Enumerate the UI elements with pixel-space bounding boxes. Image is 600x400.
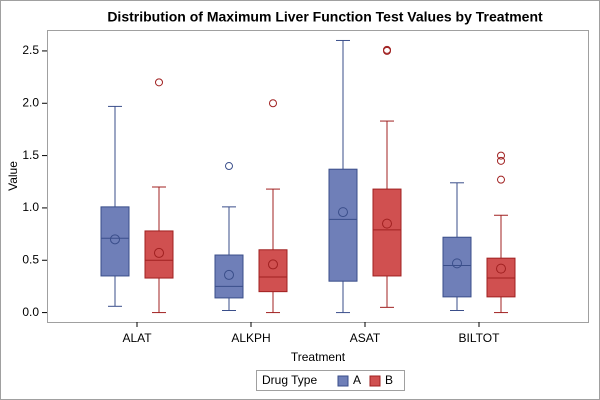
x-axis-label: Treatment (291, 350, 346, 364)
outlier (269, 99, 277, 108)
mean-marker (496, 263, 506, 274)
chart-title: Distribution of Maximum Liver Function T… (107, 9, 543, 25)
legend-label: A (353, 373, 361, 387)
mean-marker (268, 259, 278, 270)
box (258, 249, 288, 293)
legend-frame (256, 370, 405, 391)
y-tick-label: 0.5 (22, 252, 39, 266)
legend-swatch (369, 375, 381, 387)
mean-marker (338, 207, 348, 218)
box (214, 254, 244, 299)
box (372, 188, 402, 277)
mean-marker (452, 258, 462, 269)
y-tick-label: 1.0 (22, 200, 39, 214)
x-tick-label: ASAT (350, 331, 381, 345)
y-tick-label: 0.0 (22, 305, 39, 319)
legend-title: Drug Type (262, 373, 317, 387)
y-tick-label: 2.5 (22, 43, 39, 57)
x-tick-label: ALAT (122, 331, 152, 345)
box (100, 206, 130, 277)
outlier (497, 151, 505, 160)
y-tick-label: 2.0 (22, 95, 39, 109)
box (144, 230, 174, 279)
y-tick-label: 1.5 (22, 148, 39, 162)
x-tick-label: BILTOT (459, 331, 501, 345)
x-tick-label: ALKPH (231, 331, 270, 345)
outlier (497, 175, 505, 184)
outlier (155, 78, 163, 87)
legend-swatch (337, 375, 349, 387)
box (442, 236, 472, 298)
y-axis-label: Value (6, 161, 20, 191)
mean-marker (154, 247, 164, 258)
mean-marker (110, 234, 120, 245)
outlier (383, 46, 391, 55)
mean-marker (382, 218, 392, 229)
legend-label: B (385, 373, 393, 387)
outlier (225, 162, 233, 171)
mean-marker (224, 269, 234, 280)
box (328, 168, 358, 282)
outlier (497, 156, 505, 165)
